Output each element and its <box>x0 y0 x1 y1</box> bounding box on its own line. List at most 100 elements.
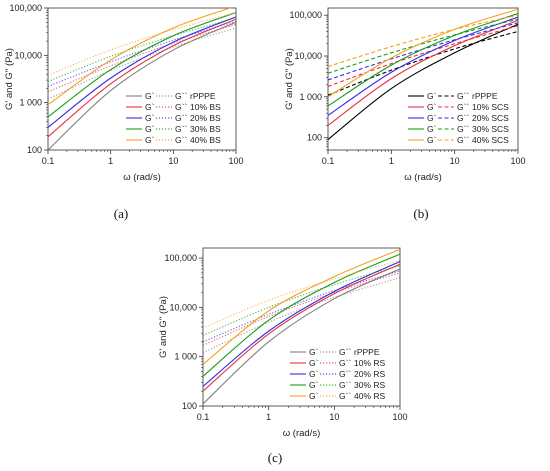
legend-series-name: rPPPE <box>190 91 216 101</box>
legend-header-gprime: G` <box>427 135 437 145</box>
series-line-gprime-5 <box>328 8 518 98</box>
panel-caption: (a) <box>114 206 128 221</box>
legend-series-name: rPPPE <box>354 347 380 357</box>
y-tick-label: 100 <box>307 133 322 143</box>
x-tick-label: 10 <box>168 156 178 166</box>
legend-header-gdoubleprime: G`` <box>457 91 469 101</box>
panel-caption: (b) <box>413 206 428 221</box>
legend-series-name: 30% RS <box>354 380 386 390</box>
x-tick-label: 1 <box>108 156 113 166</box>
series-line-gprime-5 <box>203 248 400 365</box>
x-axis-label: ω (rad/s) <box>123 172 161 183</box>
legend-header-gdoubleprime: G`` <box>175 124 187 134</box>
legend-header-gprime: G` <box>309 380 319 390</box>
y-tick-label: 10,000 <box>169 302 197 312</box>
legend-header-gdoubleprime: G`` <box>175 113 187 123</box>
legend-header-gdoubleprime: G`` <box>457 102 469 112</box>
x-tick-label: 10 <box>329 412 339 422</box>
y-tick-label: 10,000 <box>294 51 322 61</box>
x-tick-label: 0.1 <box>42 156 55 166</box>
legend-header-gprime: G` <box>145 135 155 145</box>
x-tick-label: 1 <box>266 412 271 422</box>
y-tick-label: 100 <box>182 401 197 411</box>
series-line-gdoubleprime-5 <box>203 259 400 329</box>
legend-series-name: 10% RS <box>354 358 386 368</box>
legend-header-gprime: G` <box>427 91 437 101</box>
plot-frame <box>327 7 519 151</box>
legend-header-gdoubleprime: G`` <box>457 124 469 134</box>
series-line-gdoubleprime-1 <box>328 30 518 96</box>
plot-frame <box>47 7 237 151</box>
chart-panel-3: 0.1 1 10 100 100 1 000 10,000 100,000 ω (rad/s) G… <box>158 247 408 465</box>
series-line-gprime-3 <box>48 16 236 128</box>
x-axis-label: ω (rad/s) <box>283 428 321 439</box>
x-tick-label: 0.1 <box>322 156 335 166</box>
series-line-gdoubleprime-3 <box>48 20 236 87</box>
legend-header-gdoubleprime: G`` <box>339 347 351 357</box>
series-curves <box>203 248 400 405</box>
legend-header-gprime: G` <box>145 102 155 112</box>
y-tick-label: 1 000 <box>19 98 42 108</box>
legend-header-gprime: G` <box>145 113 155 123</box>
legend-header-gprime: G` <box>309 358 319 368</box>
legend-header-gprime: G` <box>427 124 437 134</box>
series-line-gprime-1 <box>48 21 236 150</box>
legend-header-gdoubleprime: G`` <box>457 135 469 145</box>
legend-series-name: 20% BS <box>190 113 221 123</box>
chart-panel-1: 0.1 1 10 100 100 1 000 10,000 100,000 ω (rad/s) G… <box>4 3 244 221</box>
legend-series-name: 40% RS <box>354 391 386 401</box>
series-line-gprime-1 <box>203 268 400 405</box>
series-line-gprime-5 <box>48 8 232 106</box>
legend-header-gdoubleprime: G`` <box>457 113 469 123</box>
series-line-gprime-2 <box>328 19 518 126</box>
legend-series-name: 20% RS <box>354 369 386 379</box>
x-tick-label: 10 <box>450 156 460 166</box>
y-tick-label: 100,000 <box>9 3 42 13</box>
legend-header-gdoubleprime: G`` <box>339 358 351 368</box>
legend-header-gprime: G` <box>145 91 155 101</box>
legend-series-name: 20% SCS <box>472 113 509 123</box>
y-axis-label: G' and G" (Pa) <box>284 48 295 110</box>
chart-panel-2: 0.1 1 10 100 100 1 000 10,000 100,000 ω (rad/s) G… <box>284 7 526 221</box>
y-axis-label: G' and G'' (Pa) <box>4 48 15 110</box>
series-line-gprime-4 <box>328 12 518 107</box>
series-line-gprime-3 <box>328 16 518 116</box>
x-axis-label: ω (rad/s) <box>404 172 442 183</box>
y-tick-label: 100 <box>27 145 42 155</box>
series-curves <box>328 8 518 141</box>
series-line-gprime-2 <box>203 263 400 392</box>
legend-series-name: 40% SCS <box>472 135 509 145</box>
series-line-gdoubleprime-4 <box>328 18 518 74</box>
legend-series-name: 40% BS <box>190 135 221 145</box>
series-line-gdoubleprime-2 <box>203 272 400 346</box>
legend-series-name: 10% SCS <box>472 102 509 112</box>
legend-header-gdoubleprime: G`` <box>175 135 187 145</box>
legend-series-name: 30% BS <box>190 124 221 134</box>
x-tick-label: 100 <box>510 156 525 166</box>
legend-series-name: rPPPE <box>472 91 498 101</box>
legend-series-name: 30% SCS <box>472 124 509 134</box>
series-line-gprime-4 <box>48 12 236 118</box>
x-tick-label: 0.1 <box>197 412 210 422</box>
series-line-gdoubleprime-5 <box>328 14 518 68</box>
y-tick-label: 100,000 <box>164 253 197 263</box>
legend-header-gprime: G` <box>427 113 437 123</box>
legend-header-gprime: G` <box>145 124 155 134</box>
x-tick-label: 100 <box>228 156 243 166</box>
series-line-gprime-1 <box>328 23 518 141</box>
legend-header-gprime: G` <box>309 391 319 401</box>
x-tick-label: 1 <box>389 156 394 166</box>
y-tick-label: 10,000 <box>14 50 42 60</box>
series-curves <box>48 8 236 150</box>
legend-header-gdoubleprime: G`` <box>339 369 351 379</box>
y-tick-label: 100,000 <box>289 10 322 20</box>
series-line-gprime-4 <box>203 253 400 377</box>
series-line-gdoubleprime-4 <box>203 265 400 336</box>
panel-caption: (c) <box>268 450 282 465</box>
series-line-gprime-2 <box>48 18 236 138</box>
y-tick-label: 1 000 <box>299 92 322 102</box>
y-tick-label: 1 000 <box>174 352 197 362</box>
